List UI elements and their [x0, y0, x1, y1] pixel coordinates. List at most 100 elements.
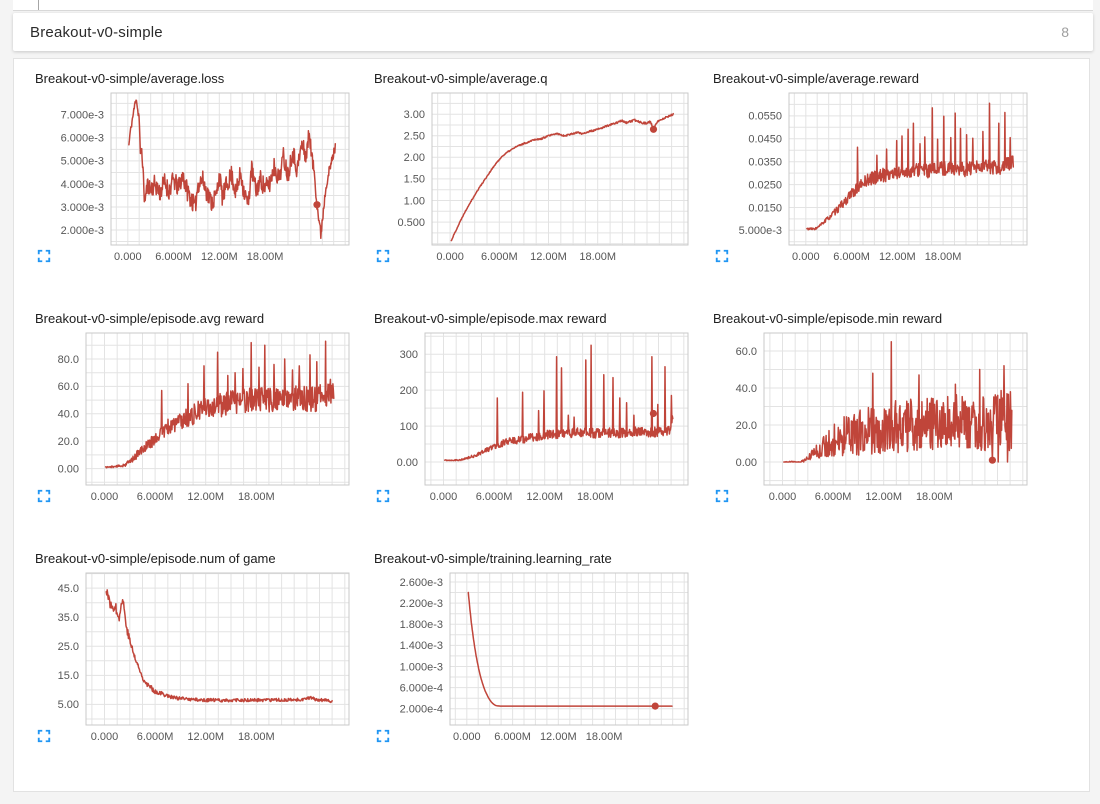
svg-text:0.00: 0.00 [58, 463, 79, 475]
svg-text:0.000: 0.000 [453, 731, 481, 743]
svg-text:6.000M: 6.000M [155, 251, 192, 263]
svg-text:0.0450: 0.0450 [748, 134, 782, 146]
svg-text:2.600e-3: 2.600e-3 [400, 577, 443, 589]
fullscreen-icon[interactable] [715, 249, 729, 263]
chart-plot: 45.0 35.0 25.0 15.0 5.00 0.000 6.000M 12.00M 18.… [58, 572, 350, 743]
svg-text:5.000e-3: 5.000e-3 [61, 156, 104, 168]
fullscreen-icon[interactable] [715, 489, 729, 503]
panel-header[interactable]: Breakout-v0-simple 8 [13, 13, 1093, 51]
svg-text:18.00M: 18.00M [238, 491, 275, 503]
panel-chart-count-badge: 8 [1061, 24, 1069, 40]
charts-grid: Breakout-v0-simple/average.loss 7.000e-3… [35, 71, 1089, 791]
chart-title: Breakout-v0-simple/average.q [374, 71, 548, 86]
chart-plot-area: 7.000e-3 6.000e-3 5.000e-3 4.000e-3 3.000e-3… [35, 91, 357, 267]
svg-text:0.0250: 0.0250 [748, 179, 782, 191]
svg-text:45.0: 45.0 [58, 583, 79, 595]
chart-card-1: Breakout-v0-simple/average.loss 7.000e-3… [35, 71, 374, 267]
chart-title: Breakout-v0-simple/episode.avg reward [35, 311, 265, 326]
svg-text:6.000e-4: 6.000e-4 [400, 682, 443, 694]
svg-text:0.000: 0.000 [91, 491, 119, 503]
svg-text:0.00: 0.00 [736, 457, 757, 469]
svg-text:12.00M: 12.00M [530, 251, 567, 263]
svg-text:18.00M: 18.00M [925, 251, 962, 263]
chart-plot-area: 60.0 40.0 20.0 0.00 0.000 6.000M 12.00M 18.00M [713, 331, 1035, 507]
chart-plot-area: 45.0 35.0 25.0 15.0 5.00 0.000 6.000M 12.00M 18.… [35, 571, 357, 747]
svg-text:40.0: 40.0 [58, 409, 79, 421]
previous-panel-edge [13, 0, 1093, 11]
svg-text:4.000e-3: 4.000e-3 [61, 179, 104, 191]
fullscreen-icon[interactable] [37, 729, 51, 743]
fullscreen-icon[interactable] [376, 489, 390, 503]
fullscreen-icon[interactable] [37, 249, 51, 263]
svg-text:3.000e-3: 3.000e-3 [61, 202, 104, 214]
svg-text:2.000e-3: 2.000e-3 [61, 225, 104, 237]
chart-card-2: Breakout-v0-simple/average.q 3.00 2.50 2.0… [374, 71, 713, 267]
svg-text:6.000M: 6.000M [137, 731, 174, 743]
panel-title: Breakout-v0-simple [30, 23, 163, 41]
svg-text:5.00: 5.00 [58, 699, 79, 711]
svg-text:1.000e-3: 1.000e-3 [400, 661, 443, 673]
svg-text:12.00M: 12.00M [540, 731, 577, 743]
fullscreen-icon[interactable] [376, 729, 390, 743]
chart-title: Breakout-v0-simple/episode.max reward [374, 311, 607, 326]
svg-text:2.50: 2.50 [404, 131, 425, 143]
svg-text:60.0: 60.0 [58, 381, 79, 393]
svg-text:35.0: 35.0 [58, 612, 79, 624]
svg-text:0.00: 0.00 [397, 457, 418, 469]
svg-text:1.00: 1.00 [404, 195, 425, 207]
svg-text:40.0: 40.0 [736, 383, 757, 395]
svg-text:12.00M: 12.00M [187, 491, 224, 503]
svg-text:0.000: 0.000 [769, 491, 797, 503]
svg-text:1.50: 1.50 [404, 174, 425, 186]
previous-panel-tick [38, 0, 39, 10]
svg-text:25.0: 25.0 [58, 641, 79, 653]
svg-text:0.500: 0.500 [397, 217, 425, 229]
chart-title: Breakout-v0-simple/average.loss [35, 71, 225, 86]
svg-text:1.400e-3: 1.400e-3 [400, 640, 443, 652]
svg-text:20.0: 20.0 [736, 420, 757, 432]
svg-text:12.00M: 12.00M [865, 491, 902, 503]
svg-text:6.000M: 6.000M [476, 491, 513, 503]
svg-text:200: 200 [400, 385, 418, 397]
chart-card-6: Breakout-v0-simple/episode.min reward 60… [713, 311, 1052, 507]
svg-text:0.000: 0.000 [91, 731, 119, 743]
svg-text:18.00M: 18.00M [247, 251, 284, 263]
chart-card-3: Breakout-v0-simple/average.reward 0.0550… [713, 71, 1052, 267]
chart-title: Breakout-v0-simple/average.reward [713, 71, 919, 86]
svg-text:6.000M: 6.000M [137, 491, 174, 503]
svg-text:6.000e-3: 6.000e-3 [61, 133, 104, 145]
chart-title: Breakout-v0-simple/episode.num of game [35, 551, 276, 566]
fullscreen-icon[interactable] [376, 249, 390, 263]
svg-text:18.00M: 18.00M [238, 731, 275, 743]
svg-text:18.00M: 18.00M [579, 251, 616, 263]
svg-text:6.000M: 6.000M [833, 251, 870, 263]
chart-card-4: Breakout-v0-simple/episode.avg reward 80… [35, 311, 374, 507]
fullscreen-icon[interactable] [37, 489, 51, 503]
svg-text:12.00M: 12.00M [879, 251, 916, 263]
svg-text:0.0550: 0.0550 [748, 111, 782, 123]
chart-card-5: Breakout-v0-simple/episode.max reward 30… [374, 311, 713, 507]
svg-text:2.000e-4: 2.000e-4 [400, 704, 443, 716]
svg-text:0.000: 0.000 [436, 251, 464, 263]
chart-plot-area: 0.0550 0.0450 0.0350 0.0250 0.0150 5.000e-3 0.… [713, 91, 1035, 267]
chart-plot-area: 3.00 2.50 2.00 1.50 1.00 0.500 0.000 6.000M 12.0… [374, 91, 696, 267]
chart-title: Breakout-v0-simple/episode.min reward [713, 311, 943, 326]
svg-text:12.00M: 12.00M [526, 491, 563, 503]
chart-plot: 60.0 40.0 20.0 0.00 0.000 6.000M 12.00M 18.00M [736, 332, 1028, 503]
svg-text:0.000: 0.000 [114, 251, 142, 263]
chart-plot-area: 2.600e-3 2.200e-3 1.800e-3 1.400e-3 1.000e-3… [374, 571, 696, 747]
chart-title: Breakout-v0-simple/training.learning_rat… [374, 551, 612, 566]
chart-card-7: Breakout-v0-simple/episode.num of game 4… [35, 551, 374, 747]
charts-panel: Breakout-v0-simple/average.loss 7.000e-3… [13, 58, 1090, 792]
svg-text:2.200e-3: 2.200e-3 [400, 598, 443, 610]
svg-text:18.00M: 18.00M [577, 491, 614, 503]
chart-plot: 3.00 2.50 2.00 1.50 1.00 0.500 0.000 6.000M 12.0… [397, 92, 689, 263]
chart-card-8: Breakout-v0-simple/training.learning_rat… [374, 551, 713, 747]
chart-plot: 7.000e-3 6.000e-3 5.000e-3 4.000e-3 3.000e-3… [61, 92, 350, 263]
svg-text:0.000: 0.000 [430, 491, 458, 503]
svg-text:300: 300 [400, 349, 418, 361]
chart-plot-area: 80.0 60.0 40.0 20.0 0.00 0.000 6.000M 12.00M 18.… [35, 331, 357, 507]
svg-text:20.0: 20.0 [58, 436, 79, 448]
svg-text:18.00M: 18.00M [586, 731, 623, 743]
svg-text:0.000: 0.000 [792, 251, 820, 263]
